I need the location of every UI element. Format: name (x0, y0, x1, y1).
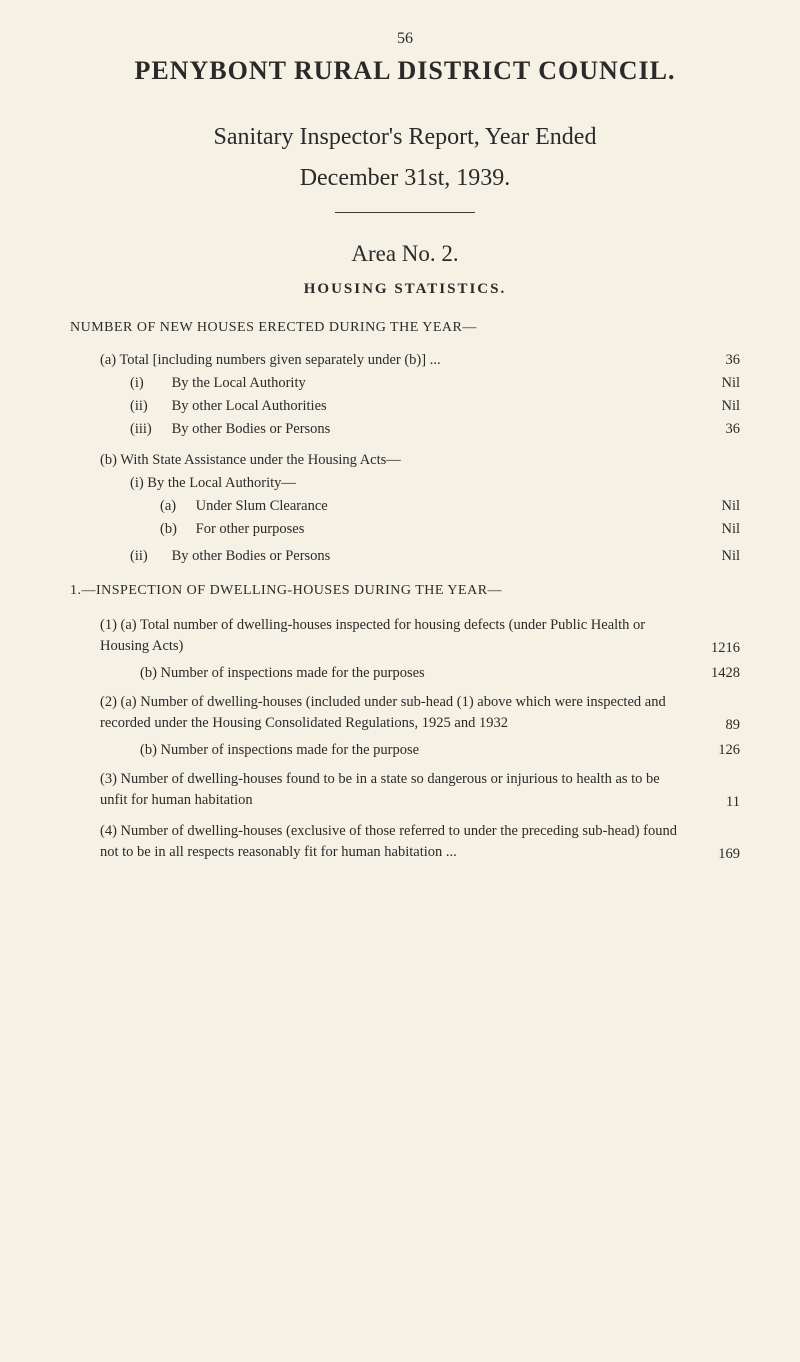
housing-statistics-heading: HOUSING STATISTICS. (70, 281, 740, 298)
item-a-row: (a) Total [including numbers given separ… (70, 352, 740, 369)
inspection-3-value: 11 (690, 794, 740, 811)
sub-marker: (ii) (130, 398, 168, 415)
inspection-1b-row: (b) Number of inspections made for the p… (70, 665, 740, 682)
sub-label-text: Under Slum Clearance (196, 498, 328, 514)
inspection-4-label: (4) Number of dwelling-houses (exclusive… (100, 821, 690, 863)
inspection-1a-value: 1216 (690, 640, 740, 657)
inspection-3-row: (3) Number of dwelling-houses found to b… (70, 769, 740, 811)
inspection-heading: 1.—INSPECTION OF DWELLING-HOUSES DURING … (70, 583, 740, 599)
item-b-label: (b) With State Assistance under the Hous… (100, 452, 740, 469)
main-title: PENYBONT RURAL DISTRICT COUNCIL. (70, 56, 740, 86)
inspection-2a-value: 89 (690, 717, 740, 734)
item-a-sub-row: (ii) By other Local Authorities Nil (70, 398, 740, 415)
item-b-i-sub-value: Nil (690, 498, 740, 515)
inspection-2b-label: (b) Number of inspections made for the p… (140, 742, 690, 759)
item-b-i-sub-label: (a) Under Slum Clearance (160, 498, 690, 515)
sub-label-text: By the Local Authority (172, 375, 306, 391)
item-a-sub-row: (iii) By other Bodies or Persons 36 (70, 421, 740, 438)
item-a-sub-row: (i) By the Local Authority Nil (70, 375, 740, 392)
item-b-i-heading: (i) By the Local Authority— (70, 475, 740, 492)
subtitle-line-1: Sanitary Inspector's Report, Year Ended (70, 124, 740, 151)
item-a-value: 36 (690, 352, 740, 369)
sub-label-text: By other Bodies or Persons (172, 421, 331, 437)
sub-marker: (ii) (130, 548, 168, 565)
item-a-sub-value: Nil (690, 375, 740, 392)
inspection-4-row: (4) Number of dwelling-houses (exclusive… (70, 821, 740, 863)
inspection-1b-label: (b) Number of inspections made for the p… (140, 665, 690, 682)
inspection-3-label: (3) Number of dwelling-houses found to b… (100, 769, 690, 811)
item-b-i-sub-row: (a) Under Slum Clearance Nil (70, 498, 740, 515)
inspection-1b-value: 1428 (690, 665, 740, 682)
item-b-i-sub-row: (b) For other purposes Nil (70, 521, 740, 538)
item-b-i-sub-label: (b) For other purposes (160, 521, 690, 538)
item-a-sub-label: (iii) By other Bodies or Persons (130, 421, 690, 438)
item-b-i-label: (i) By the Local Authority— (130, 475, 740, 492)
item-b-ii-label: (ii) By other Bodies or Persons (130, 548, 690, 565)
item-b-heading: (b) With State Assistance under the Hous… (70, 452, 740, 469)
inspection-1a-label: (1) (a) Total number of dwelling-houses … (100, 615, 690, 657)
divider-rule (335, 212, 475, 213)
sub-label-text: By other Local Authorities (172, 398, 327, 414)
item-a-sub-label: (i) By the Local Authority (130, 375, 690, 392)
sub-marker: (i) (130, 375, 168, 392)
inspection-4-value: 169 (690, 846, 740, 863)
inspection-2b-value: 126 (690, 742, 740, 759)
inspection-2a-row: (2) (a) Number of dwelling-houses (inclu… (70, 692, 740, 734)
sub-label-text: By other Bodies or Persons (172, 548, 331, 564)
sub-marker: (a) (160, 498, 192, 515)
inspection-1a-row: (1) (a) Total number of dwelling-houses … (70, 615, 740, 657)
item-a-label: (a) Total [including numbers given separ… (100, 352, 690, 369)
item-b-ii-row: (ii) By other Bodies or Persons Nil (70, 548, 740, 565)
sub-marker: (b) (160, 521, 192, 538)
inspection-2a-label: (2) (a) Number of dwelling-houses (inclu… (100, 692, 690, 734)
sub-marker: (iii) (130, 421, 168, 438)
sub-label-text: For other purposes (196, 521, 305, 537)
inspection-2b-row: (b) Number of inspections made for the p… (70, 742, 740, 759)
item-b-i-sub-value: Nil (690, 521, 740, 538)
area-title: Area No. 2. (70, 241, 740, 267)
subtitle-line-2: December 31st, 1939. (70, 165, 740, 192)
page-number: 56 (70, 30, 740, 48)
item-a-sub-label: (ii) By other Local Authorities (130, 398, 690, 415)
new-houses-heading: NUMBER OF NEW HOUSES ERECTED DURING THE … (70, 320, 740, 336)
item-a-sub-value: 36 (690, 421, 740, 438)
item-b-ii-value: Nil (690, 548, 740, 565)
item-a-sub-value: Nil (690, 398, 740, 415)
